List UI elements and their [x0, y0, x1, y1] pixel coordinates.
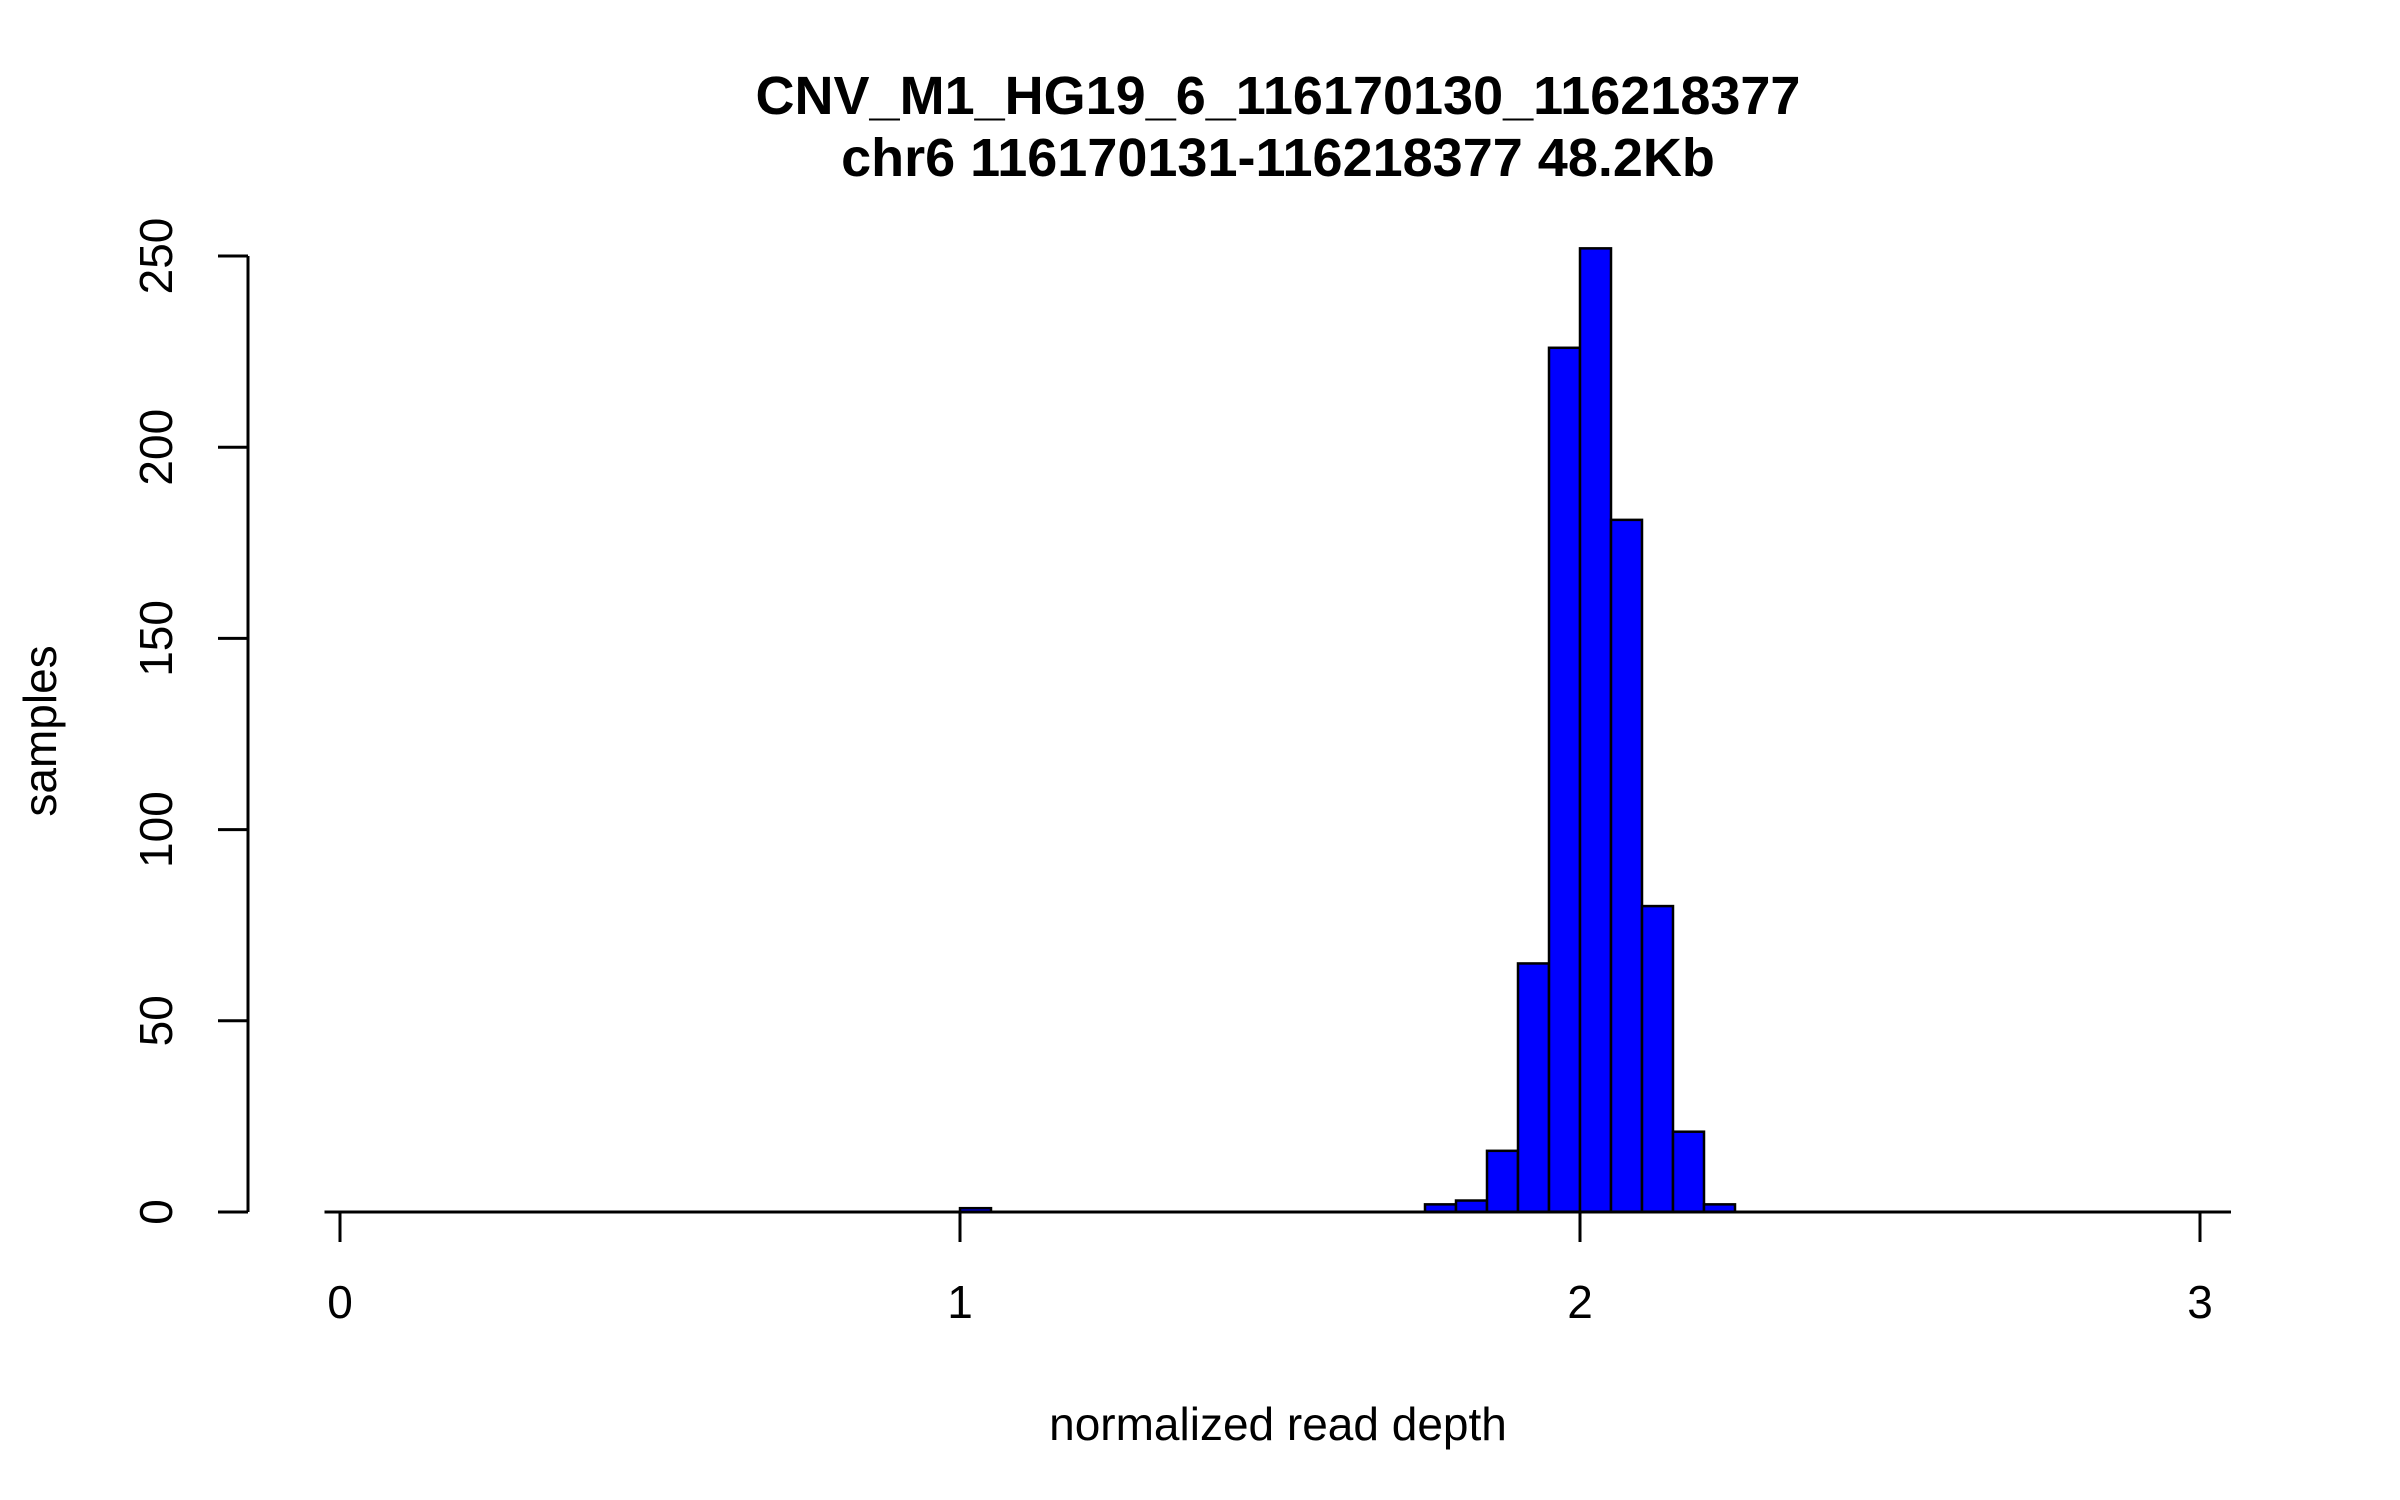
histogram-bar — [1516, 962, 1551, 1214]
chart-subtitle: chr6 116170131-116218377 48.2Kb — [841, 128, 1715, 188]
y-axis-label: samples — [14, 645, 66, 816]
x-tick-label: 0 — [327, 1276, 353, 1328]
histogram-bar — [1485, 1149, 1520, 1214]
histogram-bar — [1578, 247, 1613, 1214]
x-tick-label: 3 — [2187, 1276, 2213, 1328]
histogram-bar — [1547, 346, 1582, 1214]
histogram-bars — [958, 247, 1737, 1214]
y-axis: 0 50 100 150 200 250 — [130, 218, 250, 1225]
histogram-bar — [1671, 1130, 1706, 1214]
chart-title: CNV_M1_HG19_6_116170130_116218377 — [756, 66, 1801, 126]
x-tick-label: 1 — [947, 1276, 973, 1328]
y-tick-label: 100 — [130, 791, 182, 868]
x-tick-label: 2 — [1567, 1276, 1593, 1328]
y-tick-label: 150 — [130, 600, 182, 677]
x-axis: 0 1 2 3 — [324, 1210, 2231, 1328]
histogram-bar — [1640, 904, 1675, 1214]
y-tick-label: 50 — [130, 995, 182, 1046]
y-tick-label: 250 — [130, 218, 182, 295]
y-tick-label: 0 — [130, 1199, 182, 1225]
histogram-bar — [1454, 1199, 1489, 1214]
x-axis-label: normalized read depth — [1049, 1398, 1507, 1450]
histogram-bar — [1609, 518, 1644, 1214]
y-tick-label: 200 — [130, 409, 182, 486]
